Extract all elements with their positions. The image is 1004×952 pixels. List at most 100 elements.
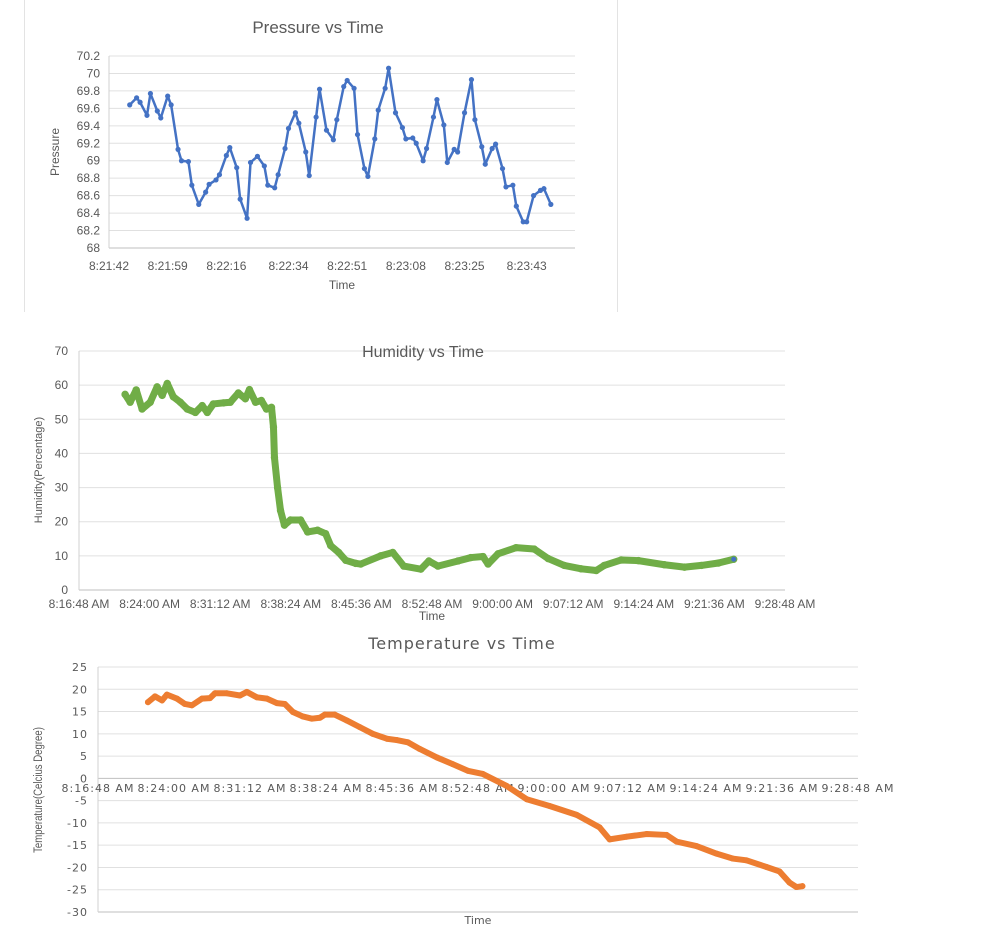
humidity-data-point	[425, 557, 433, 565]
temperature-y-tick-label: -5	[75, 795, 88, 808]
humidity-data-point	[577, 565, 585, 573]
humidity-data-point	[257, 396, 266, 405]
humidity-data-point	[280, 521, 289, 529]
humidity-series-line	[121, 379, 738, 575]
humidity-data-point	[209, 400, 218, 408]
pressure-data-point	[206, 181, 212, 187]
pressure-data-point	[247, 159, 254, 166]
pressure-x-tick-label: 8:23:43	[507, 259, 547, 273]
pressure-x-tick-label: 8:21:59	[148, 259, 188, 273]
pressure-y-tick-label: 68.6	[77, 189, 101, 203]
pressure-data-point	[158, 115, 164, 121]
pressure-data-point	[444, 159, 450, 166]
humidity-data-point	[169, 393, 177, 401]
pressure-data-point	[354, 131, 361, 138]
humidity-data-point	[296, 516, 305, 524]
humidity-x-tick-label: 8:24:00 AM	[119, 597, 180, 611]
humidity-x-tick-label: 9:14:24 AM	[613, 597, 674, 611]
pressure-data-point	[127, 102, 133, 108]
pressure-data-point	[410, 135, 416, 141]
pressure-y-tick-label: 70.2	[77, 49, 101, 63]
humidity-data-point	[530, 545, 538, 553]
pressure-data-point	[399, 124, 406, 131]
pressure-data-point	[344, 77, 350, 84]
pressure-y-tick-label: 69.4	[77, 119, 101, 133]
temperature-y-tick-label: 15	[72, 706, 88, 719]
humidity-y-tick-label: 50	[55, 412, 69, 426]
temperature-data-point	[152, 693, 158, 700]
pressure-y-tick-label: 68.4	[77, 206, 101, 220]
humidity-data-point	[400, 562, 408, 570]
humidity-x-tick-label: 9:21:36 AM	[684, 597, 745, 611]
humidity-data-point	[512, 543, 520, 552]
pressure-chart-frame-right	[617, 0, 618, 312]
pressure-data-point	[489, 145, 495, 152]
temperature-data-point	[236, 692, 243, 699]
pressure-data-point	[510, 182, 516, 188]
humidity-data-point	[592, 566, 600, 575]
pressure-data-point	[227, 145, 233, 151]
temperature-x-axis-label: Time	[464, 914, 492, 927]
pressure-data-point	[313, 114, 319, 120]
pressure-data-point	[461, 110, 468, 116]
temperature-data-point	[343, 717, 350, 724]
pressure-x-axis-label: Time	[329, 278, 356, 292]
pressure-data-point	[137, 99, 143, 105]
pressure-chart-frame-left	[24, 0, 25, 312]
humidity-x-tick-label: 8:16:48 AM	[49, 597, 110, 611]
pressure-data-point	[420, 158, 426, 164]
humidity-data-point	[467, 553, 475, 562]
temperature-x-tick-label: 8:31:12 AM	[214, 782, 287, 795]
temperature-y-tick-label: -15	[67, 839, 88, 852]
pressure-data-point	[292, 110, 298, 116]
humidity-data-point	[234, 389, 243, 397]
temperature-data-point	[206, 695, 213, 702]
pressure-data-point	[365, 173, 371, 180]
pressure-data-point	[189, 182, 195, 188]
pressure-chart-title: Pressure vs Time	[252, 18, 383, 37]
pressure-data-point	[134, 95, 140, 101]
pressure-y-tick-label: 68	[87, 241, 101, 255]
pressure-data-point	[493, 141, 499, 147]
pressure-data-point	[341, 83, 347, 90]
temperature-data-point	[479, 770, 486, 777]
pressure-data-point	[372, 136, 378, 142]
pressure-y-tick-label: 69.8	[77, 84, 101, 98]
humidity-x-tick-label: 8:31:12 AM	[190, 597, 251, 611]
humidity-data-point	[326, 541, 335, 550]
humidity-data-point	[697, 561, 706, 570]
humidity-data-point	[273, 483, 282, 492]
pressure-data-point	[403, 136, 409, 142]
humidity-x-tick-label: 9:00:00 AM	[472, 597, 533, 611]
humidity-x-tick-label: 9:28:48 AM	[755, 597, 816, 611]
pressure-y-tick-label: 69	[87, 154, 101, 168]
pressure-x-tick-label: 8:23:25	[445, 259, 485, 273]
humidity-x-tick-label: 8:52:48 AM	[402, 597, 463, 611]
humidity-data-point	[138, 405, 146, 413]
pressure-data-point	[213, 177, 219, 183]
pressure-data-point	[144, 112, 150, 118]
humidity-data-point	[313, 526, 322, 534]
humidity-data-point	[219, 399, 228, 407]
humidity-x-tick-label: 9:07:12 AM	[543, 597, 604, 611]
humidity-data-point	[176, 398, 185, 406]
temperature-y-tick-label: -20	[67, 861, 88, 874]
temperature-data-point	[198, 695, 205, 702]
temperature-x-tick-label: 9:00:00 AM	[518, 782, 591, 795]
humidity-data-point	[203, 408, 211, 417]
pressure-data-point	[392, 110, 399, 116]
temperature-data-point	[144, 699, 151, 706]
pressure-data-point	[254, 153, 261, 159]
temperature-data-point	[393, 737, 400, 744]
humidity-chart: Time Humidity(Percentage) 0 10 20 30 40 50 60 7…	[33, 344, 815, 623]
temperature-data-point	[331, 711, 338, 718]
pressure-y-axis-label: Pressure	[48, 128, 62, 176]
pressure-data-point	[472, 117, 478, 123]
pressure-data-point	[234, 165, 240, 171]
pressure-data-point	[468, 76, 475, 83]
humidity-data-point	[634, 556, 643, 565]
temperature-data-point	[416, 745, 423, 752]
temperature-data-point	[449, 761, 456, 768]
humidity-data-point	[357, 560, 365, 568]
